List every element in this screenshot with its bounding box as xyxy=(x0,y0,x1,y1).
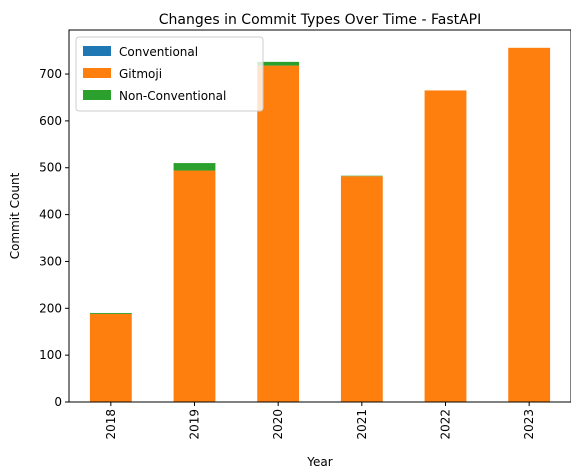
bar-gitmoji-2020 xyxy=(257,65,300,403)
legend-swatch-non-conventional xyxy=(83,90,111,100)
legend-swatch-gitmoji xyxy=(83,68,111,78)
bar-gitmoji-2023 xyxy=(508,47,551,403)
x-tick-label-2020: 2020 xyxy=(271,409,285,440)
y-tick-label-700: 700 xyxy=(39,67,62,81)
x-tick-label-2018: 2018 xyxy=(104,409,118,440)
y-tick-label-500: 500 xyxy=(39,161,62,175)
bar-gitmoji-2021 xyxy=(340,176,383,402)
bar-non-conventional-2018 xyxy=(89,312,132,314)
y-tick-label-0: 0 xyxy=(54,395,62,409)
legend-swatch-conventional xyxy=(83,46,111,56)
x-axis-title: Year xyxy=(306,455,332,469)
x-tick-label-2022: 2022 xyxy=(439,409,453,440)
y-tick-label-300: 300 xyxy=(39,254,62,268)
legend-label-gitmoji: Gitmoji xyxy=(119,67,162,81)
bar-non-conventional-2019 xyxy=(173,163,216,171)
legend-label-non-conventional: Non-Conventional xyxy=(119,89,226,103)
y-tick-label-200: 200 xyxy=(39,301,62,315)
chart-title: Changes in Commit Types Over Time - Fast… xyxy=(159,12,482,28)
y-tick-label-100: 100 xyxy=(39,348,62,362)
legend: Conventional Gitmoji Non-Conventional xyxy=(75,36,264,112)
y-axis: 0 100 200 300 400 500 600 700 xyxy=(39,67,69,409)
legend-label-conventional: Conventional xyxy=(119,45,198,59)
plot-frame xyxy=(68,29,571,403)
y-axis-title: Commit Count xyxy=(8,172,22,259)
x-tick-label-2019: 2019 xyxy=(188,409,202,440)
bar-non-conventional-2020 xyxy=(257,61,300,66)
legend-box xyxy=(75,36,264,112)
x-tick-label-2021: 2021 xyxy=(355,409,369,440)
x-tick-label-2023: 2023 xyxy=(522,409,536,440)
y-tick-label-600: 600 xyxy=(39,114,62,128)
bars-layer xyxy=(89,47,551,403)
x-axis: 2018 2019 2020 2021 2022 2023 xyxy=(104,402,536,440)
bar-gitmoji-2022 xyxy=(424,90,467,402)
bar-gitmoji-2018 xyxy=(89,313,132,402)
y-tick-label-400: 400 xyxy=(39,208,62,222)
bar-gitmoji-2019 xyxy=(173,170,216,402)
